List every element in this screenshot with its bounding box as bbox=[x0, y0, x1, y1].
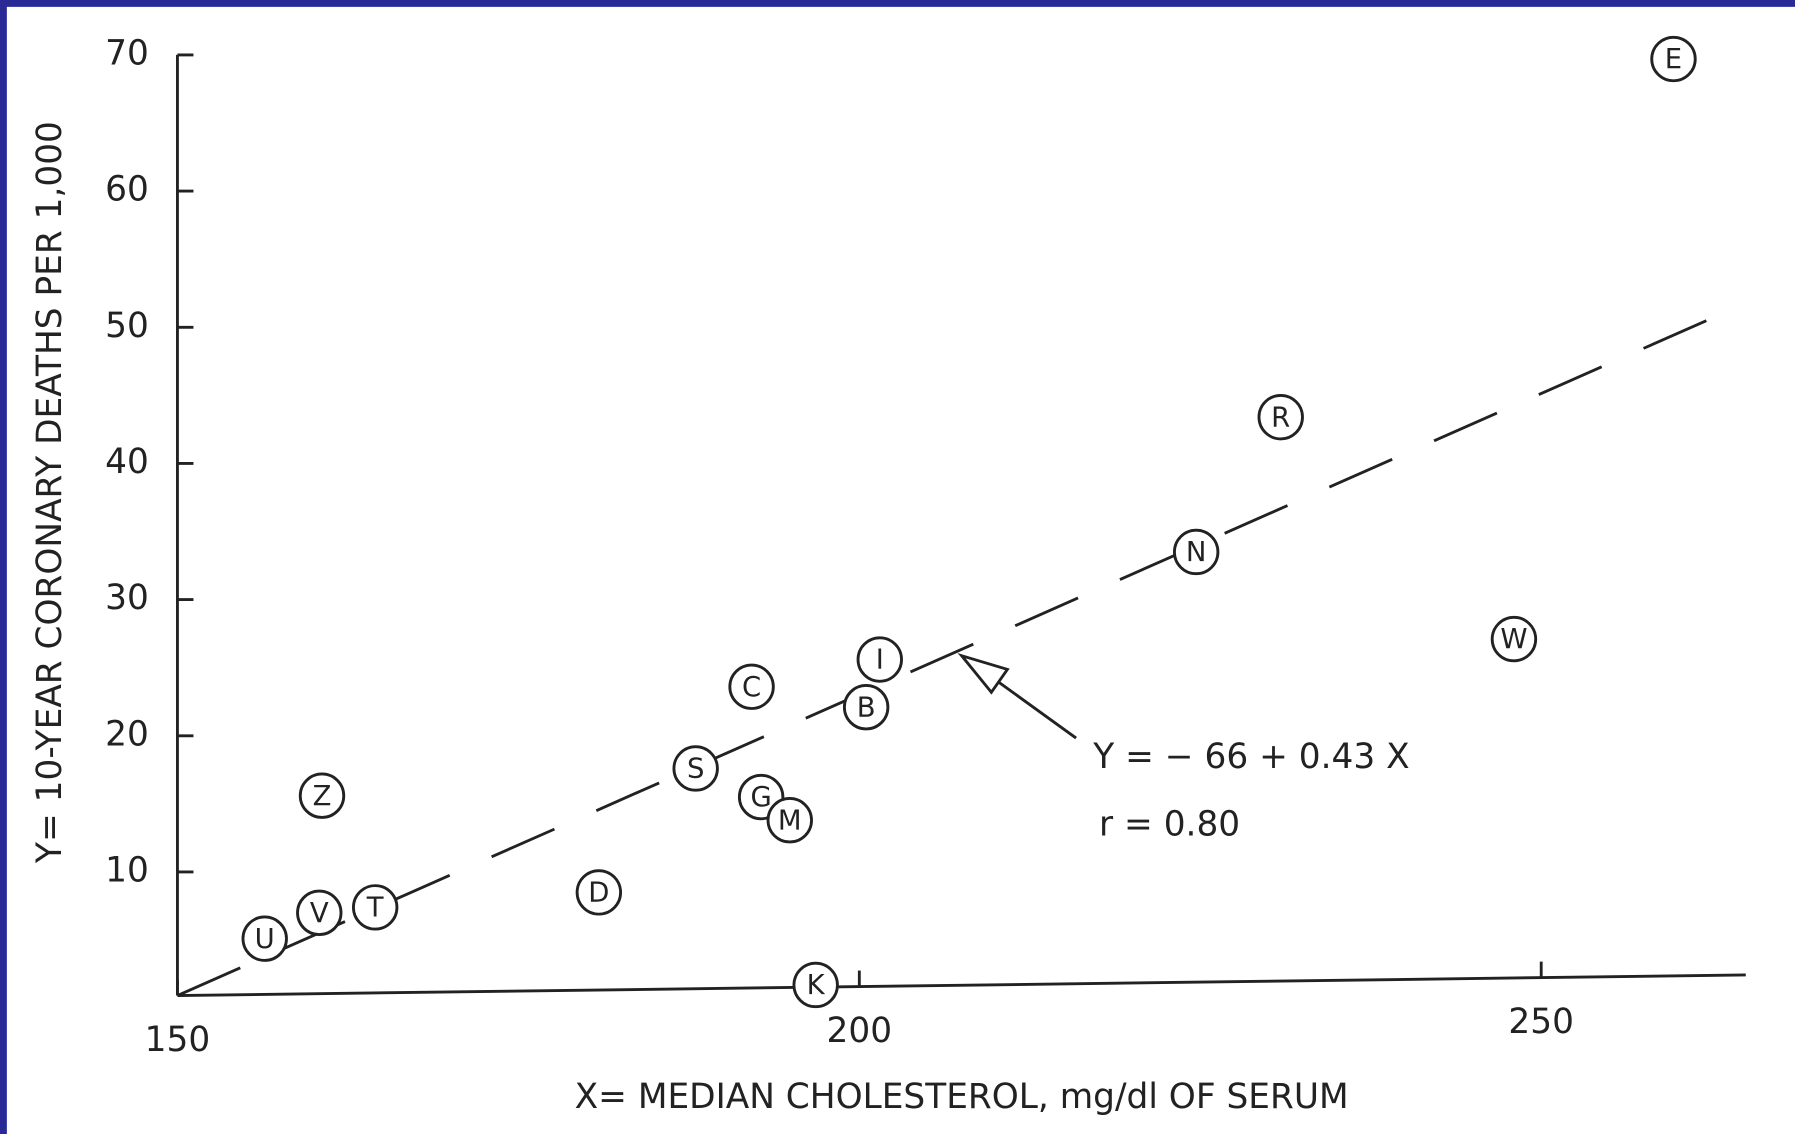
point-label: R bbox=[1271, 402, 1290, 433]
y-tick-label: 60 bbox=[105, 170, 149, 210]
point bbox=[792, 961, 839, 1009]
y-tick-label: 50 bbox=[105, 306, 149, 346]
point bbox=[241, 915, 288, 962]
x-axis-label: X= MEDIAN CHOLESTEROL, mg/dl OF SERUM bbox=[575, 1077, 1349, 1117]
regression-line bbox=[176, 301, 1747, 997]
point bbox=[1257, 393, 1304, 441]
point-label: V bbox=[310, 898, 329, 929]
point-label: N bbox=[1186, 537, 1207, 568]
point-label: W bbox=[1500, 624, 1527, 655]
point-label: C bbox=[742, 672, 761, 703]
point-label: K bbox=[807, 970, 826, 1001]
y-tick-label: 30 bbox=[105, 578, 149, 618]
point bbox=[728, 663, 775, 710]
y-tick-label: 10 bbox=[105, 850, 149, 890]
x-tick-label: 250 bbox=[1508, 1002, 1574, 1042]
x-tick-label: 150 bbox=[145, 1020, 211, 1060]
point-label: B bbox=[857, 692, 876, 723]
point-label: D bbox=[588, 878, 609, 909]
point bbox=[296, 889, 343, 936]
point bbox=[575, 869, 623, 916]
chart-background bbox=[6, 6, 1795, 1134]
point bbox=[842, 684, 890, 731]
point bbox=[352, 884, 399, 931]
point bbox=[1172, 528, 1220, 576]
point-label: Z bbox=[313, 781, 332, 812]
x-axis bbox=[177, 973, 1746, 997]
point-label: I bbox=[876, 645, 884, 676]
y-tick-label: 40 bbox=[105, 442, 149, 482]
equation: Y = − 66 + 0.43 X bbox=[1092, 737, 1409, 777]
y-tick-label: 20 bbox=[105, 714, 149, 754]
y-tick-label: 70 bbox=[105, 33, 149, 73]
point-label: S bbox=[687, 754, 704, 785]
point bbox=[672, 745, 719, 792]
point bbox=[1650, 35, 1697, 83]
point-label: M bbox=[778, 805, 802, 836]
point-label: G bbox=[750, 782, 771, 813]
point-label: T bbox=[366, 893, 384, 924]
point-label: U bbox=[255, 924, 275, 955]
x-tick-label: 200 bbox=[827, 1011, 893, 1051]
point bbox=[856, 636, 903, 683]
point-label: E bbox=[1665, 44, 1682, 75]
correlation: r = 0.80 bbox=[1099, 805, 1240, 845]
point bbox=[1490, 615, 1538, 663]
point bbox=[766, 797, 813, 844]
y-axis-label: Y= 10-YEAR CORONARY DEATHS PER 1,000 bbox=[30, 121, 70, 864]
arrow-head bbox=[957, 652, 1010, 695]
point bbox=[298, 772, 346, 819]
